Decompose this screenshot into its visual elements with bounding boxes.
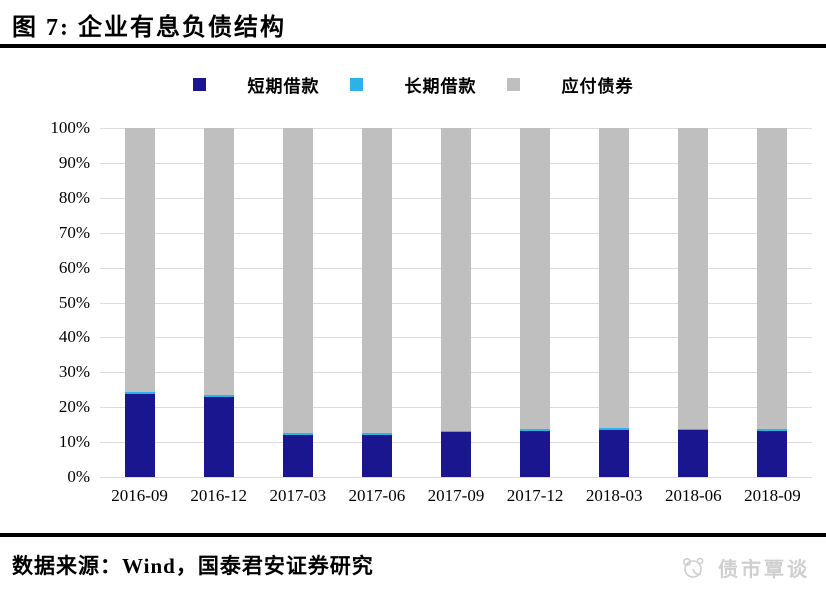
x-tick-label: 2016-09 (111, 486, 168, 505)
bar-segment (599, 428, 630, 430)
stacked-bar-2017-06 (361, 128, 392, 477)
legend-label: 长期借款 (404, 77, 477, 96)
watermark: 债市覃谈 (680, 553, 810, 582)
title-divider (0, 44, 826, 48)
bars (100, 128, 812, 477)
bar-segment (282, 435, 313, 477)
bar-segment (361, 434, 392, 477)
chart-legend: 短期借款 长期借款 应付债券 (0, 72, 826, 97)
bar-segment (520, 128, 551, 430)
bar-segment (124, 392, 155, 395)
bar-slot (258, 128, 337, 477)
x-tick-label: 2017-03 (269, 486, 327, 505)
bar-segment (203, 397, 234, 477)
y-axis: 100% 90% 80% 70% 60% 50% 40% 30% 20% 10% 0% (0, 118, 90, 486)
short-term-swatch (192, 78, 206, 91)
bar-segment (361, 433, 392, 435)
y-tick-label: 40% (58, 327, 90, 347)
bar-segment (203, 128, 234, 396)
bar-segment (203, 395, 234, 398)
bar-slot (654, 128, 733, 477)
y-tick-label: 10% (58, 432, 90, 452)
bar-slot (733, 128, 812, 477)
bar-segment (440, 430, 471, 433)
legend-item-bonds: 应付债券 (506, 72, 634, 97)
legend-item-short-term: 短期借款 (192, 72, 320, 97)
stacked-bar-2016-09 (124, 128, 155, 477)
bar-segment (440, 432, 471, 477)
bar-segment (282, 433, 313, 436)
bar-slot (100, 128, 179, 477)
watermark-text: 债市覃谈 (718, 559, 810, 581)
bonds-swatch (506, 78, 520, 91)
stacked-bar-2018-09 (757, 128, 788, 477)
bar-segment (124, 394, 155, 477)
bar-segment (757, 128, 788, 430)
stacked-bar-2018-03 (599, 128, 630, 477)
x-axis: 2016-09 2016-12 2017-03 2017-06 2017-09 2017-… (100, 486, 812, 506)
footer-divider (0, 533, 826, 537)
bar-segment (440, 128, 471, 431)
stacked-bar-2017-03 (282, 128, 313, 477)
source-text: 数据来源：Wind，国泰君安证券研究 (12, 554, 374, 578)
bar-segment (678, 428, 709, 431)
bar-segment (361, 128, 392, 434)
y-tick-label: 30% (58, 362, 90, 382)
y-tick-label: 50% (58, 292, 90, 312)
x-tick-label: 2018-03 (585, 486, 643, 505)
y-tick-label: 60% (58, 257, 90, 277)
legend-label: 短期借款 (247, 77, 320, 96)
bar-segment (599, 429, 630, 477)
bar-slot (496, 128, 575, 477)
x-tick-label: 2018-06 (664, 486, 722, 505)
bar-slot (416, 128, 495, 477)
bar-slot (179, 128, 258, 477)
figure-title: 图 7: 企业有息负债结构 (12, 15, 286, 41)
x-tick-label: 2018-09 (744, 486, 801, 505)
stacked-bar-2017-09 (440, 128, 471, 477)
legend-item-long-term: 长期借款 (349, 72, 477, 97)
y-tick-label: 100% (50, 118, 90, 137)
plot-area (100, 128, 812, 478)
bar-segment (599, 128, 630, 429)
x-tick-label: 2017-09 (427, 486, 485, 505)
brand-logo-icon (680, 556, 710, 580)
y-tick-label: 90% (58, 152, 90, 172)
x-tick-label: 2016-12 (190, 486, 247, 505)
gridline (100, 477, 812, 478)
bar-segment (678, 128, 709, 429)
legend-label: 应付债券 (561, 77, 634, 96)
y-tick-label: 80% (58, 187, 90, 207)
bar-segment (757, 431, 788, 477)
y-tick-label: 70% (58, 222, 90, 242)
bar-segment (124, 128, 155, 393)
bar-slot (575, 128, 654, 477)
bar-segment (520, 429, 551, 431)
y-tick-label: 0% (67, 467, 90, 486)
x-tick-label: 2017-06 (348, 486, 406, 505)
stacked-bar-2018-06 (678, 128, 709, 477)
bar-segment (757, 429, 788, 432)
x-tick-label: 2017-12 (506, 486, 564, 505)
bar-segment (282, 128, 313, 434)
bar-segment (520, 430, 551, 477)
y-tick-label: 20% (58, 397, 90, 417)
bar-slot (337, 128, 416, 477)
stacked-bar-2017-12 (520, 128, 551, 477)
bar-segment (678, 430, 709, 477)
stacked-bar-2016-12 (203, 128, 234, 477)
long-term-swatch (349, 78, 363, 91)
